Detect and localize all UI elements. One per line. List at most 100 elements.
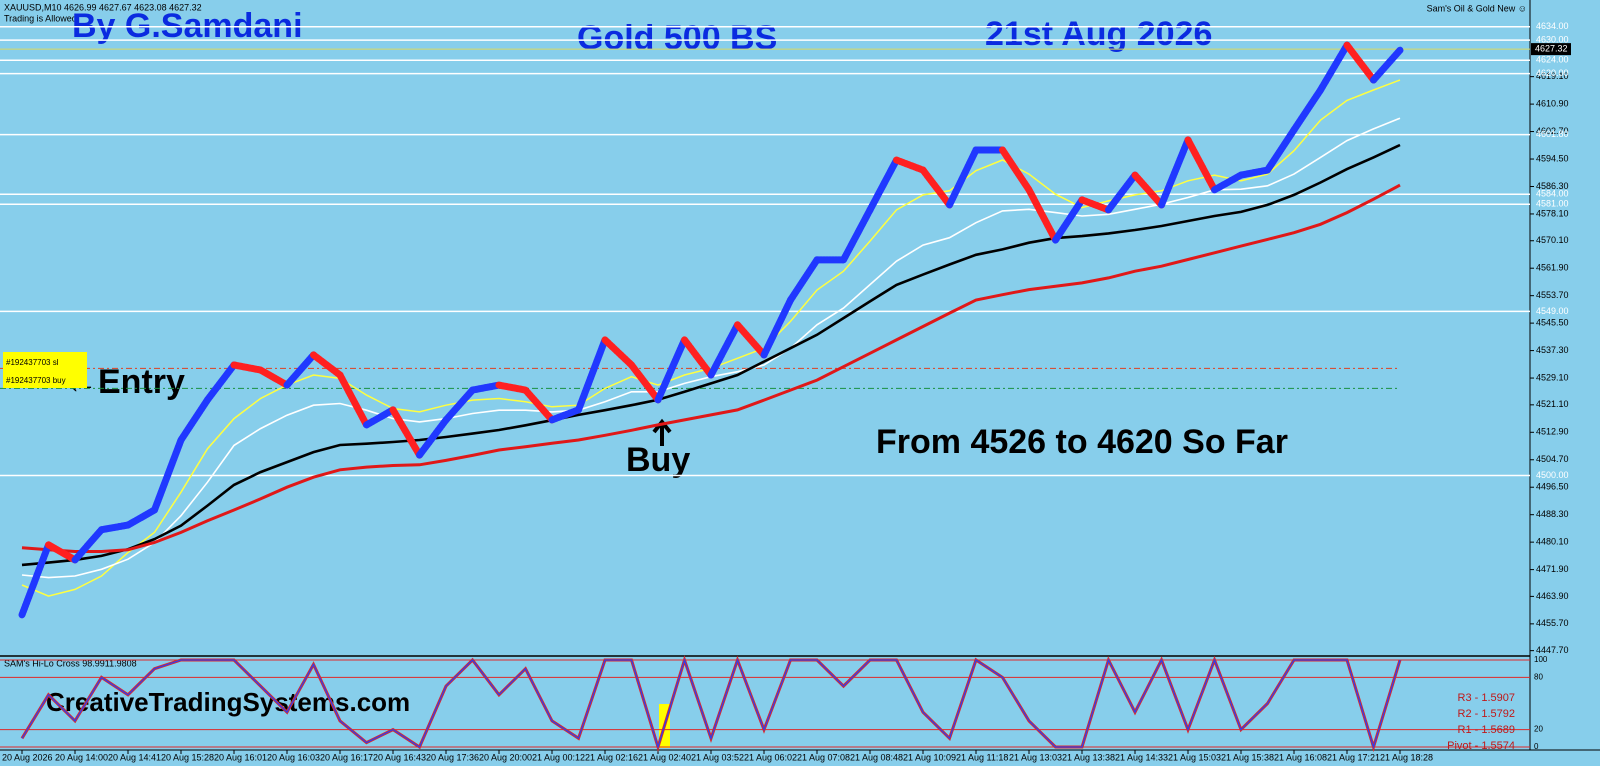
price-segment [575, 336, 609, 414]
x-tick-label: 21 Aug 03:52 [691, 752, 744, 762]
price-segment [601, 336, 635, 369]
x-tick-label: 21 Aug 00:12 [532, 752, 585, 762]
price-segment [1184, 136, 1218, 194]
price-segment [1211, 171, 1245, 194]
y-tick-label: 4586.30 [1536, 181, 1569, 191]
pivot-label: R3 - 1.5907 [1458, 692, 1515, 704]
x-tick-label: 21 Aug 18:28 [1380, 752, 1433, 762]
price-segment [257, 366, 291, 389]
price-segment [734, 321, 768, 359]
price-segment [71, 526, 105, 564]
price-segment [1370, 46, 1404, 84]
price-segment [1052, 196, 1086, 244]
level-label: 4630.00 [1536, 35, 1569, 45]
x-tick-label: 20 Aug 15:28 [161, 752, 214, 762]
x-tick-label: 20 Aug 16:03 [267, 752, 320, 762]
price-segment [787, 256, 821, 304]
x-tick-label: 20 Aug 14:00 [55, 752, 108, 762]
y-tick-label: 4594.50 [1536, 153, 1569, 163]
current-price-label: 4627.32 [1535, 43, 1568, 53]
symbol-info: XAUUSD,M10 4626.99 4627.67 4623.08 4627.… [4, 2, 202, 12]
price-segment [1237, 166, 1271, 179]
x-tick-label: 20 Aug 16:17 [320, 752, 373, 762]
x-tick-label: 21 Aug 08:48 [850, 752, 903, 762]
price-segment [1290, 86, 1324, 134]
y-tick-label: 4504.70 [1536, 454, 1569, 464]
price-segment [363, 406, 397, 429]
oscillator-line [21, 657, 1401, 750]
author: By G.Samdani [72, 7, 303, 45]
price-segment [919, 166, 953, 209]
x-tick-label: 21 Aug 13:38 [1062, 752, 1115, 762]
x-tick-label: 21 Aug 14:33 [1115, 752, 1168, 762]
order-label: #192437703 sl [6, 358, 59, 367]
price-segment [124, 506, 158, 529]
level-label: 4601.80 [1536, 129, 1569, 139]
x-tick-label: 21 Aug 07:08 [797, 752, 850, 762]
y-tick-label: 4455.70 [1536, 618, 1569, 628]
y-tick-label: 4545.50 [1536, 317, 1569, 327]
price-segment [866, 156, 900, 214]
indicator-name: Sam's Oil & Gold New ☺ [1427, 3, 1527, 13]
x-tick-label: 20 Aug 14:41 [108, 752, 161, 762]
price-segment [45, 541, 79, 564]
status-strip [0, 766, 1600, 782]
level-label: 4549.00 [1536, 306, 1569, 316]
price-segment [469, 381, 503, 394]
x-tick-label: 21 Aug 15:03 [1168, 752, 1221, 762]
level-label: 4620.00 [1536, 68, 1569, 78]
result-annotation: From 4526 to 4620 So Far [876, 423, 1288, 461]
y-tick-label: 4480.10 [1536, 537, 1569, 547]
website: CreativeTradingSystems.com [46, 687, 410, 717]
y-tick-label: 4619.10 [1536, 71, 1569, 81]
buy-arrow [652, 418, 672, 446]
price-segment [336, 371, 370, 429]
price-segment [442, 386, 476, 424]
oscillator-title: SAM's Hi-Lo Cross 98.9911.9808 [4, 658, 137, 668]
y-tick-label: 4578.10 [1536, 208, 1569, 218]
moving-average [21, 143, 1401, 567]
moving-average [21, 183, 1401, 553]
x-tick-label: 21 Aug 10:09 [903, 752, 956, 762]
price-segment [1105, 171, 1139, 214]
level-label: 4584.00 [1536, 189, 1569, 199]
x-tick-label: 21 Aug 02:40 [638, 752, 691, 762]
y-tick-label: 4521.10 [1536, 399, 1569, 409]
pivot-label: R2 - 1.5792 [1458, 708, 1515, 720]
price-segment [1343, 41, 1377, 84]
price-segment [177, 396, 211, 444]
price-segment [946, 146, 980, 209]
y-tick-label: 4610.90 [1536, 98, 1569, 108]
y-tick-label: 20 [1534, 725, 1543, 734]
date: 21st Aug 2026 [985, 15, 1212, 53]
price-segment [1317, 41, 1351, 94]
y-tick-label: 4447.70 [1536, 645, 1569, 655]
y-tick-label: 80 [1534, 673, 1543, 682]
price-segment [654, 336, 688, 404]
price-segment [1131, 171, 1165, 209]
price-segment [495, 381, 529, 394]
price-segment [283, 351, 317, 389]
order-label-box [3, 352, 87, 370]
current-price-box [1531, 43, 1571, 56]
x-tick-label: 20 Aug 16:43 [373, 752, 426, 762]
price-segment [999, 146, 1033, 194]
y-tick-label: 4496.50 [1536, 482, 1569, 492]
pivot-label: R1 - 1.5689 [1458, 724, 1515, 736]
x-tick-label: 21 Aug 16:08 [1274, 752, 1327, 762]
price-segment [310, 351, 344, 379]
level-label: 4624.00 [1536, 55, 1569, 65]
price-segment [389, 406, 423, 459]
price-segment [204, 361, 238, 404]
price-segment [707, 321, 741, 379]
y-tick-label: 4463.90 [1536, 591, 1569, 601]
order-label: #192437703 buy [6, 376, 66, 385]
price-segment [230, 361, 264, 374]
price-segment [1264, 126, 1298, 174]
y-tick-label: 4471.90 [1536, 564, 1569, 574]
price-segment [760, 296, 794, 359]
price-segment [151, 436, 185, 514]
y-tick-label: 4602.70 [1536, 126, 1569, 136]
